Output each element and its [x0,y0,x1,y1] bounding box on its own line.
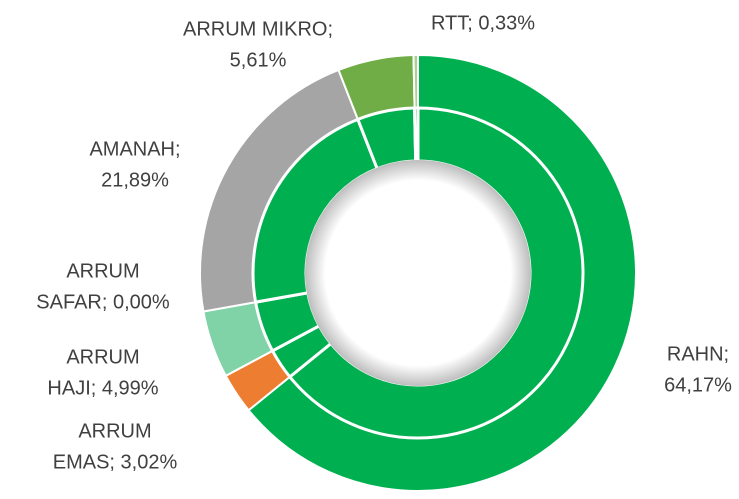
data-label: ARRUM [78,420,151,442]
data-label: AMANAH; [89,138,180,160]
data-label: ARRUM [66,260,139,282]
data-label: 64,17% [664,374,732,396]
donut-hole [305,160,531,386]
data-label: RAHN; [667,343,729,365]
outer-segment [412,53,419,110]
data-label: 5,61% [230,49,287,71]
data-label: ARRUM MIKRO; [183,18,333,40]
labels: RAHN; 64,17% ARRUM EMAS; 3,02% ARRUM HAJI; 4,… [36,12,732,473]
inner-segment [413,106,420,163]
data-label: RTT; 0,33% [431,12,535,34]
data-label: EMAS; 3,02% [53,451,178,473]
data-label: ARRUM [66,346,139,368]
data-label: SAFAR; 0,00% [36,291,170,313]
data-label: 21,89% [101,169,169,191]
data-label: HAJI; 4,99% [47,377,158,399]
